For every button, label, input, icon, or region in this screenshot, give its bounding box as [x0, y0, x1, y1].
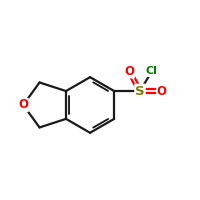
Text: Cl: Cl [146, 66, 158, 76]
Text: O: O [157, 85, 167, 98]
Text: O: O [18, 98, 28, 111]
Text: O: O [124, 65, 134, 78]
Text: S: S [135, 85, 145, 98]
